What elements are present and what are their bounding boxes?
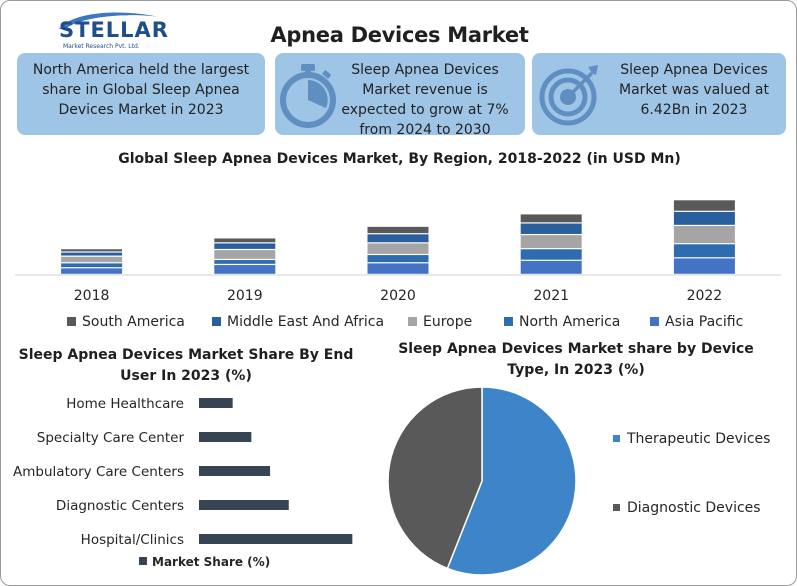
bar-segment-north-america [214,260,276,264]
legend-label: Europe [423,314,472,330]
logo-name: STELLAR [59,18,169,42]
end-user-bar [199,534,353,544]
info-card-text: Sleep Apnea Devices Market was valued at… [619,62,769,118]
region-chart-title: Global Sleep Apnea Devices Market, By Re… [118,151,681,167]
end-user-bar [199,500,289,510]
end-user-bar [199,432,252,442]
x-tick-label: 2020 [380,288,416,304]
y-tick-label: Ambulatory Care Centers [13,464,184,480]
bar-segment-north-america [367,255,429,263]
bar-segment-middle-east-and-africa [367,234,429,243]
legend-swatch [408,317,417,326]
page-title: Apnea Devices Market [270,23,529,47]
info-card-valuation: Sleep Apnea Devices Market was valued at… [532,53,786,135]
legend-label: Market Share (%) [152,555,270,569]
info-card-text: Sleep Apnea Devices Market revenue is ex… [341,62,509,138]
legend-label: South America [82,314,185,330]
bar-segment-south-america [367,226,429,234]
bar-segment-middle-east-and-africa [214,243,276,249]
bar-segment-asia-pacific [367,263,429,274]
legend-swatch [139,557,147,565]
x-tick-label: 2018 [74,288,110,304]
bar-segment-north-america [673,244,735,258]
pie-slice-diagnostic-devices [387,386,483,570]
legend-swatch [504,317,513,326]
bar-segment-europe [214,250,276,259]
company-logo: STELLAR Market Research Pvt. Ltd. [59,12,169,50]
bar-segment-north-america [61,263,123,268]
legend-label: Therapeutic Devices [626,431,770,447]
logo-swoosh [59,12,159,29]
y-tick-label: Specialty Care Center [37,430,185,446]
legend-label: Asia Pacific [665,314,743,330]
legend-swatch [650,317,659,326]
bar-segment-europe [61,256,123,263]
pie-slice-therapeutic-devices [446,386,577,576]
y-tick-label: Diagnostic Centers [56,498,184,514]
bar-segment-asia-pacific [673,258,735,274]
bar-segment-south-america [214,238,276,243]
end-user-chart-title: Sleep Apnea Devices Market Share By End … [18,347,354,384]
x-tick-label: 2021 [533,288,569,304]
info-card-text: North America held the largest share in … [32,62,250,118]
bar-segment-middle-east-and-africa [520,223,582,234]
legend-swatch [67,317,76,326]
bar-segment-middle-east-and-africa [61,252,123,256]
region-stacked-bar-chart: 2018 2019 2020 2021 2022 South America Middle … [15,200,781,330]
logo-tagline: Market Research Pvt. Ltd. [63,43,140,50]
bar-segment-north-america [520,249,582,260]
end-user-bar [199,398,233,408]
bar-segment-asia-pacific [214,265,276,274]
y-tick-label: Hospital/Clinics [81,532,184,548]
bar-segment-south-america [520,214,582,223]
bar-segment-middle-east-and-africa [673,211,735,225]
y-tick-label: Home Healthcare [66,396,184,412]
bar-segment-europe [520,235,582,249]
legend-swatch [613,504,620,511]
legend-label: Middle East And Africa [227,314,384,330]
legend-swatch [613,435,620,442]
bar-segment-europe [367,243,429,254]
end-user-bar [199,466,271,476]
legend-label: North America [519,314,620,330]
end-user-bar-chart: Home Healthcare Specialty Care Center Ambu… [13,396,353,569]
target-icon [539,65,598,126]
x-tick-label: 2019 [227,288,263,304]
bar-segment-europe [673,226,735,244]
bar-segment-south-america [673,200,735,211]
info-card-growth: Sleep Apnea Devices Market revenue is ex… [275,53,525,138]
bar-segment-south-america [61,249,123,252]
x-tick-label: 2022 [687,288,723,304]
stopwatch-icon [280,64,336,128]
bar-segment-asia-pacific [61,268,123,274]
legend-label: Diagnostic Devices [627,500,761,516]
device-type-pie-chart: Therapeutic Devices Diagnostic Devices [387,386,770,576]
device-type-chart-title: Sleep Apnea Devices Market share by Devi… [398,341,754,378]
bar-segment-asia-pacific [520,260,582,274]
info-card-north-america: North America held the largest share in … [17,53,265,135]
legend-swatch [212,317,221,326]
